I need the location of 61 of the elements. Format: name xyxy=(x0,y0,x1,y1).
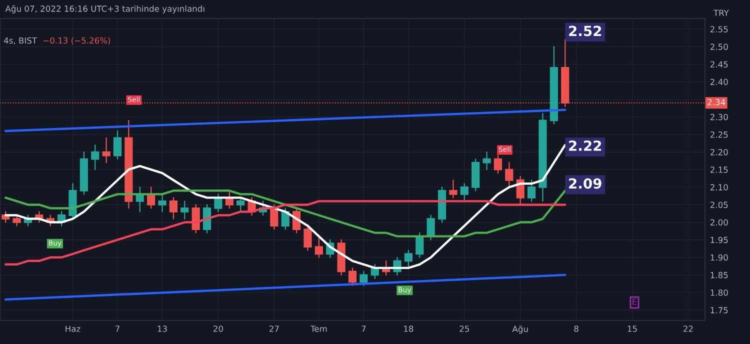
x-tick-label: Haz xyxy=(66,326,80,332)
annotation: 2.09 xyxy=(569,178,602,189)
y-tick-label: 2.45 xyxy=(710,61,728,68)
y-tick-label: 2.10 xyxy=(710,184,728,190)
y-tick-label: 2.15 xyxy=(710,166,728,173)
text: −0.13 (−5.26%) xyxy=(44,37,110,45)
candlestick xyxy=(169,197,178,220)
x-tick-label: 7 xyxy=(362,326,366,332)
candlestick xyxy=(426,214,435,240)
candlestick xyxy=(494,154,502,174)
text: 4s, BIST xyxy=(4,37,38,44)
candlestick xyxy=(236,197,245,212)
line-series xyxy=(4,200,566,266)
text: Ağu 07, 2022 16:16 UTC+3 tarihinde yayınlandı xyxy=(5,5,204,14)
y-tick-label: 1.90 xyxy=(710,254,728,261)
y-tick-label: 1.80 xyxy=(710,289,728,296)
candlestick xyxy=(158,194,166,212)
candlestick xyxy=(460,183,468,202)
candlestick xyxy=(12,214,21,226)
x-tick-label: Ağu xyxy=(512,325,528,334)
candlestick xyxy=(449,180,458,198)
y-tick-label: 2.05 xyxy=(710,202,728,208)
candlestick xyxy=(91,144,100,170)
x-tick-label: Tem xyxy=(310,326,327,332)
x-tick-label: 15 xyxy=(628,326,637,332)
x-tick-label: 18 xyxy=(404,326,414,332)
annotation: E xyxy=(632,298,637,305)
y-tick-label: 2.40 xyxy=(710,78,728,86)
candlestick xyxy=(360,270,368,286)
x-tick-label: 25 xyxy=(460,326,469,332)
candlestick xyxy=(314,236,323,258)
y-tick-label: 2.20 xyxy=(710,149,728,156)
candlestick xyxy=(102,137,110,164)
candlestick xyxy=(482,151,491,170)
ref-line-label: 2.34 xyxy=(708,98,726,106)
x-tick-label: 8 xyxy=(574,326,578,332)
y-tick-label: 2.55 xyxy=(710,26,728,32)
y-tick-label: 1.75 xyxy=(710,307,728,314)
x-tick-label: 20 xyxy=(214,326,223,332)
candlestick xyxy=(404,250,413,268)
y-tick-label: 2.00 xyxy=(710,219,728,226)
y-tick-label: 2.30 xyxy=(710,114,728,120)
candlestick xyxy=(304,225,312,251)
x-tick-label: 13 xyxy=(158,326,167,332)
candlestick xyxy=(505,162,514,188)
candlestick xyxy=(180,200,189,220)
y-tick-label: 1.85 xyxy=(710,272,728,278)
x-tick-label: 7 xyxy=(116,326,120,332)
y-tick-label: 1.95 xyxy=(710,236,728,244)
candlestick xyxy=(527,180,536,202)
candlestick xyxy=(348,267,357,286)
candlestick xyxy=(416,232,424,258)
y-axis-title: TRY xyxy=(713,10,729,16)
candlestick xyxy=(202,204,212,234)
y-tick-label: 2.25 xyxy=(710,131,728,138)
x-tick-label: 27 xyxy=(269,326,279,332)
candlestick xyxy=(113,130,122,160)
annotation: 2.22 xyxy=(569,140,602,151)
annotation: 2.52 xyxy=(569,26,602,36)
x-tick-label: 22 xyxy=(684,326,693,332)
y-tick-label: 2.50 xyxy=(710,44,728,50)
